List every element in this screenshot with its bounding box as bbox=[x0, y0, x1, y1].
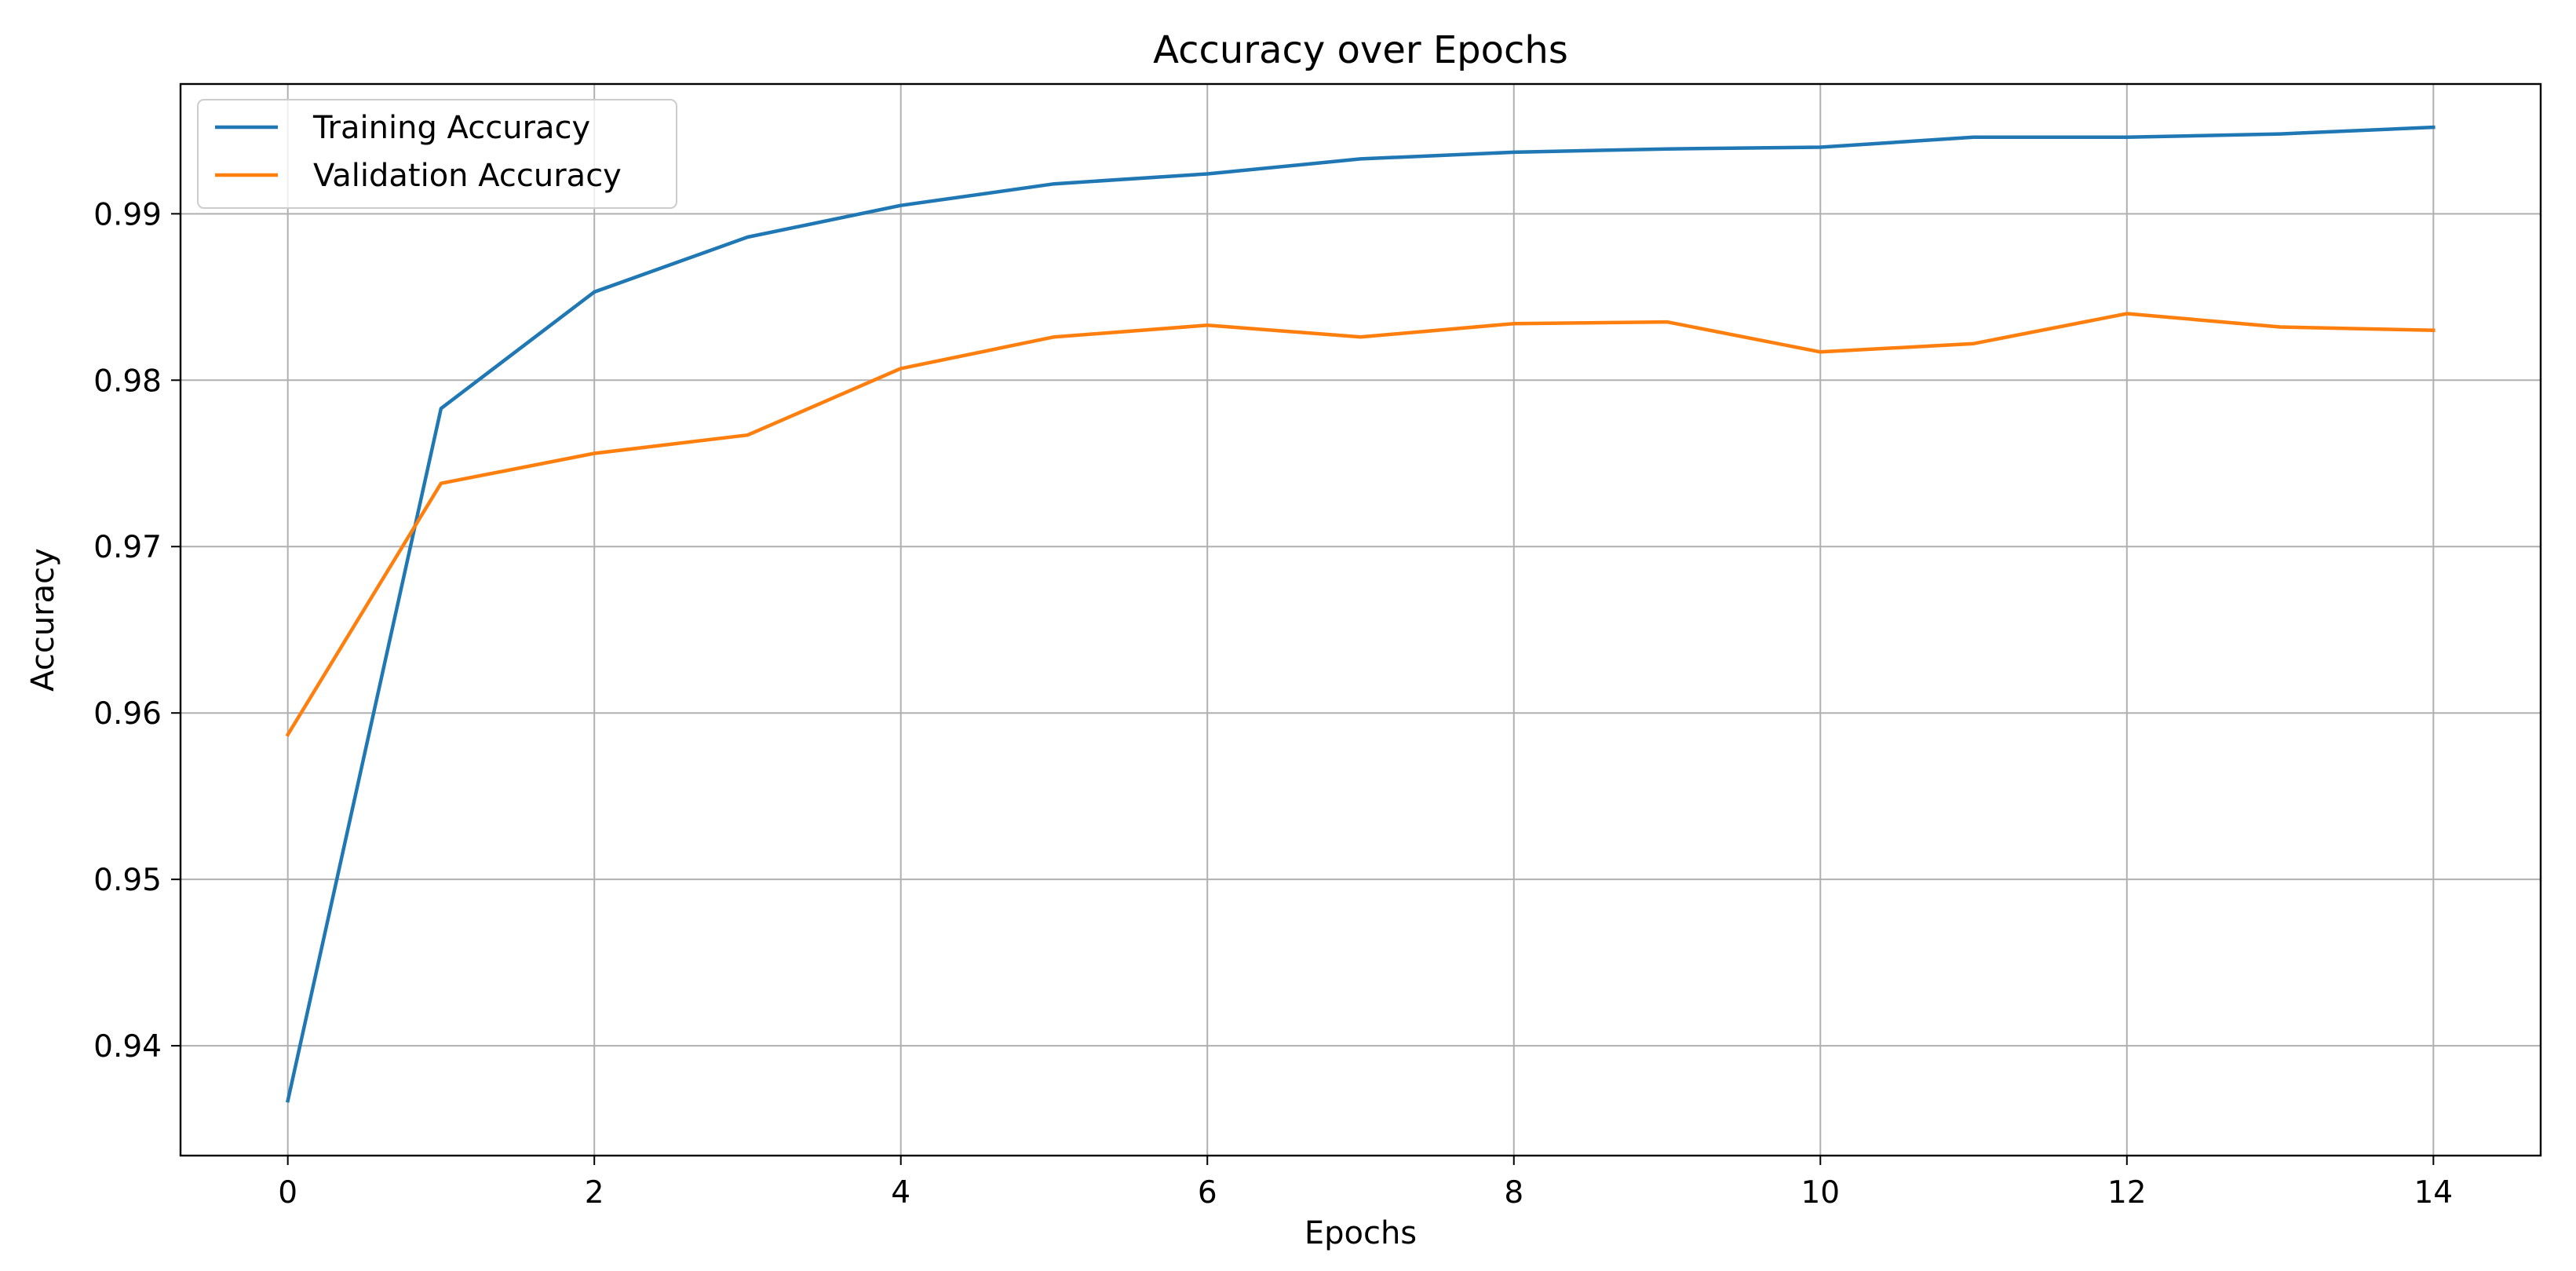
x-axis-label: Epochs bbox=[1304, 1215, 1417, 1251]
y-tick-label: 0.99 bbox=[93, 197, 162, 232]
y-tick-label: 0.96 bbox=[93, 696, 162, 732]
series-lines bbox=[285, 125, 2436, 1103]
x-tick-label: 6 bbox=[1198, 1175, 1217, 1211]
legend-label: Training Accuracy bbox=[312, 110, 590, 146]
x-tick-label: 14 bbox=[2414, 1175, 2453, 1211]
y-tick-label: 0.95 bbox=[93, 863, 162, 898]
grid bbox=[181, 84, 2541, 1156]
x-tick-label: 2 bbox=[585, 1175, 604, 1211]
y-tick-label: 0.97 bbox=[93, 530, 162, 565]
plot-frame bbox=[179, 82, 2542, 1157]
series-line-training-accuracy bbox=[286, 125, 2436, 1103]
legend-label: Validation Accuracy bbox=[313, 158, 622, 194]
x-tick-label: 12 bbox=[2107, 1175, 2147, 1211]
legend-box bbox=[197, 99, 677, 209]
legend: Training Accuracy Validation Accuracy bbox=[197, 99, 677, 209]
axis-ticks: 0 2 4 6 8 10 12 14 0.94 0.95 0.96 0.97 0.98 0.99 bbox=[93, 197, 2453, 1211]
y-tick-label: 0.94 bbox=[93, 1029, 162, 1065]
series-line-validation-accuracy bbox=[285, 312, 2436, 737]
x-tick-label: 8 bbox=[1504, 1175, 1523, 1211]
y-axis-label: Accuracy bbox=[25, 548, 61, 692]
x-tick-label: 4 bbox=[891, 1175, 910, 1211]
x-tick-label: 10 bbox=[1801, 1175, 1840, 1211]
chart-title: Accuracy over Epochs bbox=[1153, 28, 1568, 72]
y-tick-label: 0.98 bbox=[93, 363, 162, 399]
x-tick-label: 0 bbox=[278, 1175, 297, 1211]
